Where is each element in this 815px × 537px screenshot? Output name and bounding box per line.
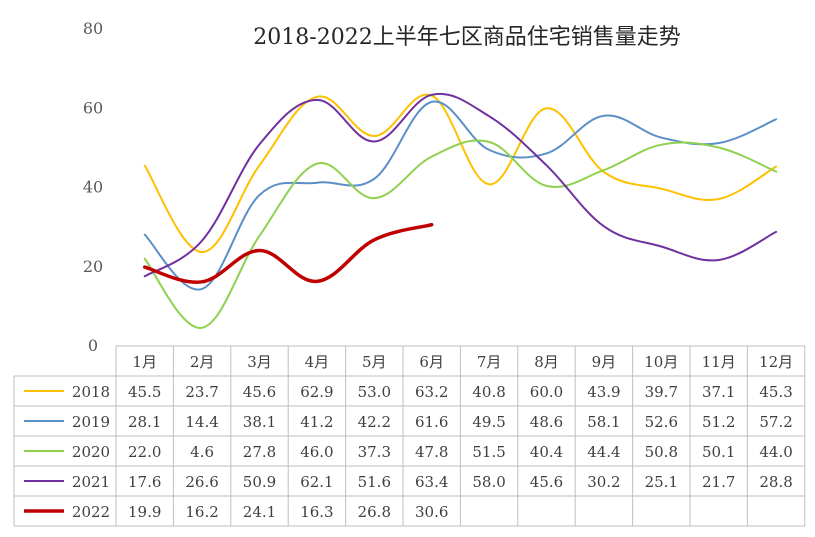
- data-cell: 19.9: [128, 503, 161, 521]
- data-cell: 43.9: [587, 383, 620, 401]
- data-cell: 49.5: [472, 413, 505, 431]
- data-cell: 40.4: [530, 443, 563, 461]
- data-cell: 47.8: [415, 443, 448, 461]
- y-tick-label: 20: [83, 257, 103, 276]
- series-line-2019: [143, 100, 778, 291]
- series-line-2022: [142, 222, 434, 284]
- data-cell: 60.0: [530, 383, 563, 401]
- data-cell: 27.8: [243, 443, 276, 461]
- legend-label-2020: 2020: [72, 443, 110, 461]
- data-cell: 62.1: [300, 473, 333, 491]
- data-cell: 44.0: [759, 443, 792, 461]
- y-tick-label: 80: [83, 19, 103, 38]
- data-cell: 38.1: [243, 413, 276, 431]
- x-category-label: 12月: [759, 353, 793, 371]
- x-category-label: 9月: [592, 353, 617, 371]
- data-cell: 25.1: [645, 473, 678, 491]
- data-cell: 63.2: [415, 383, 448, 401]
- legend-label-2021: 2021: [72, 473, 110, 491]
- data-cell: 24.1: [243, 503, 276, 521]
- data-cell: 22.0: [128, 443, 161, 461]
- x-category-label: 5月: [362, 353, 387, 371]
- data-cell: 58.1: [587, 413, 620, 431]
- data-cell: 46.0: [300, 443, 333, 461]
- data-cell: 48.6: [530, 413, 563, 431]
- x-category-label: 2月: [190, 353, 215, 371]
- data-cell: 45.5: [128, 383, 161, 401]
- data-cell: 61.6: [415, 413, 448, 431]
- data-cell: 42.2: [358, 413, 391, 431]
- data-table: 1月 2月 3月 4月 5月 6月 7月 8月 9月 10月 11月 12月 2018 45.5 23.7 4…: [13, 345, 806, 527]
- data-cell: 26.8: [358, 503, 391, 521]
- x-category-label: 6月: [419, 353, 444, 371]
- data-cell: 4.6: [190, 443, 214, 461]
- x-category-label: 4月: [305, 353, 330, 371]
- data-cell: 44.4: [587, 443, 620, 461]
- y-tick-label: 40: [83, 178, 103, 197]
- data-cell: 30.2: [587, 473, 620, 491]
- legend-label-2018: 2018: [72, 383, 110, 401]
- data-cell: 23.7: [185, 383, 218, 401]
- x-category-label: 1月: [132, 353, 157, 371]
- data-cell: 50.1: [702, 443, 735, 461]
- data-cell: 51.5: [472, 443, 505, 461]
- data-cell: 37.1: [702, 383, 735, 401]
- data-cell: 63.4: [415, 473, 448, 491]
- data-cell: 40.8: [472, 383, 505, 401]
- chart-title: 2018-2022上半年七区商品住宅销售量走势: [253, 25, 680, 50]
- data-cell: 30.6: [415, 503, 448, 521]
- x-category-label: 8月: [534, 353, 559, 371]
- series-line-2021: [143, 92, 778, 278]
- data-cell: 16.3: [300, 503, 333, 521]
- data-cell: 45.6: [243, 383, 276, 401]
- data-cell: 45.6: [530, 473, 563, 491]
- data-cell: 28.1: [128, 413, 161, 431]
- data-cell: 62.9: [300, 383, 333, 401]
- legend-label-2019: 2019: [72, 413, 110, 431]
- data-cell: 26.6: [185, 473, 218, 491]
- series-lines: [142, 92, 778, 329]
- data-cell: 37.3: [358, 443, 391, 461]
- x-category-label: 3月: [247, 353, 272, 371]
- x-category-label: 10月: [644, 353, 678, 371]
- x-category-label: 11月: [702, 353, 736, 371]
- data-cell: 52.6: [645, 413, 678, 431]
- data-cell: 58.0: [472, 473, 505, 491]
- data-cell: 21.7: [702, 473, 735, 491]
- data-cell: 14.4: [185, 413, 218, 431]
- y-tick-label: 0: [88, 336, 98, 355]
- data-cell: 39.7: [645, 383, 678, 401]
- x-category-label: 7月: [477, 353, 502, 371]
- data-cell: 50.9: [243, 473, 276, 491]
- data-cell: 41.2: [300, 413, 333, 431]
- data-cell: 28.8: [759, 473, 792, 491]
- data-cell: 45.3: [759, 383, 792, 401]
- y-axis: 0 20 40 60 80: [83, 19, 103, 355]
- data-cell: 53.0: [358, 383, 391, 401]
- series-line-2018: [143, 93, 778, 254]
- data-cell: 16.2: [185, 503, 218, 521]
- y-tick-label: 60: [83, 98, 103, 117]
- data-cell: 17.6: [128, 473, 161, 491]
- legend-label-2022: 2022: [72, 503, 110, 521]
- data-cell: 57.2: [759, 413, 792, 431]
- data-cell: 51.2: [702, 413, 735, 431]
- series-line-2020: [143, 139, 778, 329]
- data-cell: 51.6: [358, 473, 391, 491]
- data-cell: 50.8: [645, 443, 678, 461]
